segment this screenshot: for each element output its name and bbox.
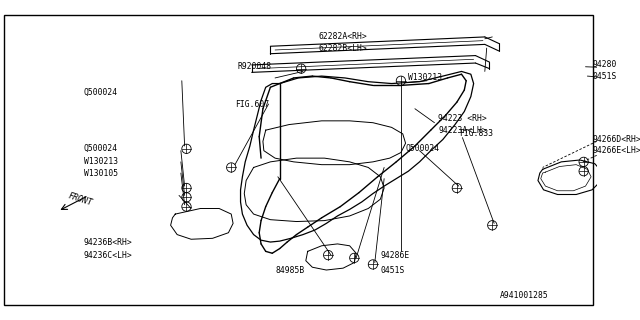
Text: 94236C<LH>: 94236C<LH> bbox=[84, 251, 132, 260]
Text: 62282A<RH>: 62282A<RH> bbox=[319, 32, 367, 41]
Text: W130213: W130213 bbox=[84, 157, 118, 166]
Text: 0451S: 0451S bbox=[592, 72, 616, 81]
Text: Q500024: Q500024 bbox=[406, 144, 440, 153]
Text: 94266D<RH>: 94266D<RH> bbox=[592, 135, 640, 144]
Text: R920048: R920048 bbox=[237, 62, 272, 71]
Text: 94236B<RH>: 94236B<RH> bbox=[84, 237, 132, 246]
Text: Q500024: Q500024 bbox=[84, 88, 118, 97]
Text: 94223A<LH>: 94223A<LH> bbox=[438, 126, 487, 135]
Text: FIG.833: FIG.833 bbox=[459, 129, 493, 138]
Text: A941001285: A941001285 bbox=[500, 291, 548, 300]
Text: 84985B: 84985B bbox=[275, 266, 304, 275]
Text: FIG.607: FIG.607 bbox=[235, 100, 269, 108]
Text: W130213: W130213 bbox=[408, 74, 442, 83]
Text: W130105: W130105 bbox=[84, 170, 118, 179]
Text: 94223 <RH>: 94223 <RH> bbox=[438, 114, 487, 123]
Text: 94286E: 94286E bbox=[380, 251, 410, 260]
Text: 62282B<LH>: 62282B<LH> bbox=[319, 44, 367, 52]
Text: 0451S: 0451S bbox=[380, 266, 404, 275]
Text: Q500024: Q500024 bbox=[84, 144, 118, 153]
Text: 94280: 94280 bbox=[592, 60, 616, 69]
Text: FRONT: FRONT bbox=[67, 191, 93, 207]
Text: 94266E<LH>: 94266E<LH> bbox=[592, 146, 640, 155]
